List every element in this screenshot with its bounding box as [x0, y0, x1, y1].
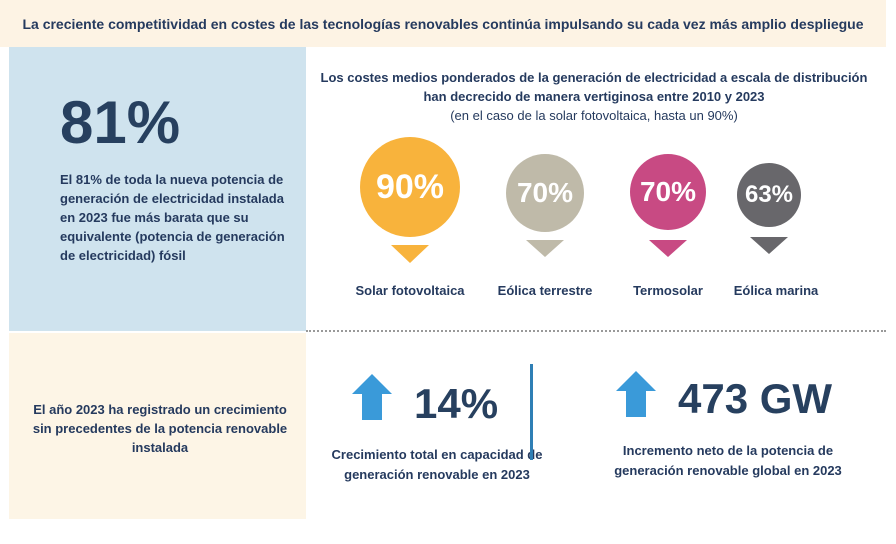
costs-note: (en el caso de la solar fotovoltaica, ha…	[450, 108, 738, 123]
pointer-triangle-icon	[649, 240, 687, 257]
tech-solar: 90%	[360, 137, 460, 263]
up-arrow-icon	[352, 374, 392, 420]
vertical-divider	[530, 364, 533, 460]
capacity-description: Incremento neto de la potencia de genera…	[614, 443, 842, 478]
pointer-triangle-icon	[526, 240, 564, 257]
banner-title: La creciente competitividad en costes de…	[22, 15, 864, 32]
capacity-value: 473 GW	[678, 375, 833, 422]
costs-intro: Los costes medios ponderados de la gener…	[320, 68, 868, 125]
tech-eolica-terrestre: 70%	[506, 154, 584, 257]
pointer-triangle-icon	[391, 245, 429, 263]
headline-description: El 81% de toda la nueva potencia de gene…	[60, 172, 285, 263]
tech-label: Eólica marina	[733, 283, 819, 298]
costs-heading: Los costes medios ponderados de la gener…	[320, 70, 868, 104]
up-arrow-icon	[616, 371, 656, 417]
headline-percentage: 81%	[60, 89, 181, 156]
record-description: El año 2023 ha registrado un crecimiento…	[32, 402, 288, 455]
tech-label: Termosolar	[633, 283, 703, 298]
growth-percentage: 14%	[414, 380, 499, 427]
tech-eolica-marina: 63%	[737, 163, 801, 254]
tech-label: Eólica terrestre	[497, 283, 593, 298]
tech-termosolar: 70%	[630, 154, 706, 257]
left-top-panel	[9, 47, 306, 331]
value-bubble: 63%	[737, 163, 801, 227]
value-bubble: 70%	[506, 154, 584, 232]
banner: La creciente competitividad en costes de…	[0, 0, 886, 47]
pointer-triangle-icon	[750, 237, 788, 254]
value-bubble: 70%	[630, 154, 706, 230]
tech-label: Solar fotovoltaica	[355, 283, 465, 298]
left-bottom-panel	[9, 333, 306, 519]
dotted-divider	[306, 330, 886, 332]
value-bubble: 90%	[360, 137, 460, 237]
growth-description: Crecimiento total en capacidad de genera…	[331, 447, 543, 482]
